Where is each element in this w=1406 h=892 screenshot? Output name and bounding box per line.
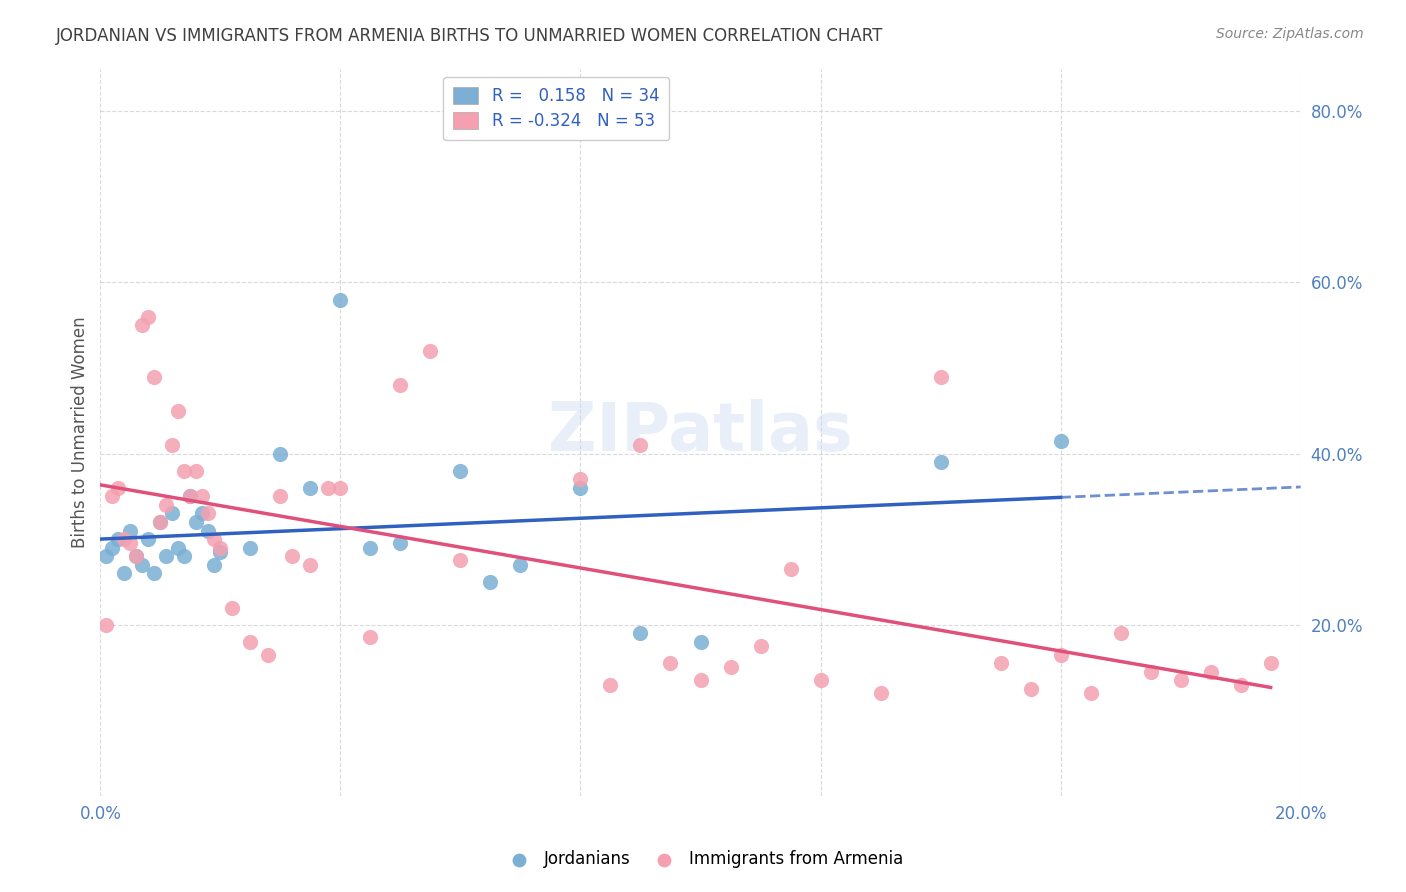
Point: [179, 489, 201, 503]
Point: [202, 532, 225, 546]
Point: [281, 549, 304, 564]
Point: [299, 558, 322, 572]
Point: [1229, 677, 1251, 691]
Point: [209, 541, 232, 555]
Point: [155, 549, 177, 564]
Point: [1199, 665, 1222, 679]
Point: [419, 343, 441, 358]
Point: [1080, 686, 1102, 700]
Point: [202, 558, 225, 572]
Point: [1049, 648, 1071, 662]
Point: [179, 489, 201, 503]
Point: [689, 634, 711, 648]
Point: [125, 549, 148, 564]
Point: [749, 639, 772, 653]
Point: [101, 489, 124, 503]
Point: [449, 553, 471, 567]
Point: [929, 455, 952, 469]
Point: [167, 541, 190, 555]
Point: [167, 403, 190, 417]
Point: [1019, 681, 1042, 696]
Point: [569, 481, 592, 495]
Point: [162, 507, 184, 521]
Point: [479, 574, 502, 589]
Point: [173, 549, 195, 564]
Point: [186, 464, 208, 478]
Point: [659, 656, 682, 670]
Point: [138, 310, 160, 324]
Point: [186, 515, 208, 529]
Point: [96, 549, 118, 564]
Point: [810, 673, 832, 688]
Point: [1139, 665, 1161, 679]
Point: [191, 489, 214, 503]
Point: [1109, 626, 1132, 640]
Point: [239, 634, 262, 648]
Point: [120, 524, 142, 538]
Point: [599, 677, 621, 691]
Point: [155, 498, 177, 512]
Point: [389, 536, 412, 550]
Point: [389, 378, 412, 392]
Point: [509, 558, 531, 572]
Point: [257, 648, 280, 662]
Legend: R =   0.158   N = 34, R = -0.324   N = 53: R = 0.158 N = 34, R = -0.324 N = 53: [443, 77, 669, 140]
Point: [329, 481, 352, 495]
Point: [131, 318, 153, 333]
Point: [162, 438, 184, 452]
Point: [1049, 434, 1071, 448]
Point: [630, 626, 652, 640]
Point: [779, 562, 801, 576]
Point: [689, 673, 711, 688]
Point: [112, 566, 135, 581]
Text: ZIPatlas: ZIPatlas: [548, 399, 853, 465]
Point: [269, 446, 291, 460]
Point: [125, 549, 148, 564]
Point: [197, 507, 219, 521]
Point: [1260, 656, 1282, 670]
Point: [209, 545, 232, 559]
Point: [299, 481, 322, 495]
Point: [630, 438, 652, 452]
Point: [359, 631, 381, 645]
Y-axis label: Births to Unmarried Women: Births to Unmarried Women: [72, 317, 89, 548]
Point: [96, 617, 118, 632]
Text: JORDANIAN VS IMMIGRANTS FROM ARMENIA BIRTHS TO UNMARRIED WOMEN CORRELATION CHART: JORDANIAN VS IMMIGRANTS FROM ARMENIA BIR…: [56, 27, 883, 45]
Point: [269, 489, 291, 503]
Point: [449, 464, 471, 478]
Point: [112, 532, 135, 546]
Point: [869, 686, 891, 700]
Point: [101, 541, 124, 555]
Point: [318, 481, 340, 495]
Point: [107, 481, 129, 495]
Point: [149, 515, 172, 529]
Point: [143, 369, 166, 384]
Point: [191, 507, 214, 521]
Legend: Jordanians, Immigrants from Armenia: Jordanians, Immigrants from Armenia: [496, 844, 910, 875]
Point: [120, 536, 142, 550]
Point: [929, 369, 952, 384]
Point: [221, 600, 243, 615]
Point: [143, 566, 166, 581]
Point: [107, 532, 129, 546]
Point: [990, 656, 1012, 670]
Point: [149, 515, 172, 529]
Point: [359, 541, 381, 555]
Point: [138, 532, 160, 546]
Point: [569, 472, 592, 486]
Text: Source: ZipAtlas.com: Source: ZipAtlas.com: [1216, 27, 1364, 41]
Point: [173, 464, 195, 478]
Point: [239, 541, 262, 555]
Point: [197, 524, 219, 538]
Point: [720, 660, 742, 674]
Point: [131, 558, 153, 572]
Point: [329, 293, 352, 307]
Point: [1170, 673, 1192, 688]
